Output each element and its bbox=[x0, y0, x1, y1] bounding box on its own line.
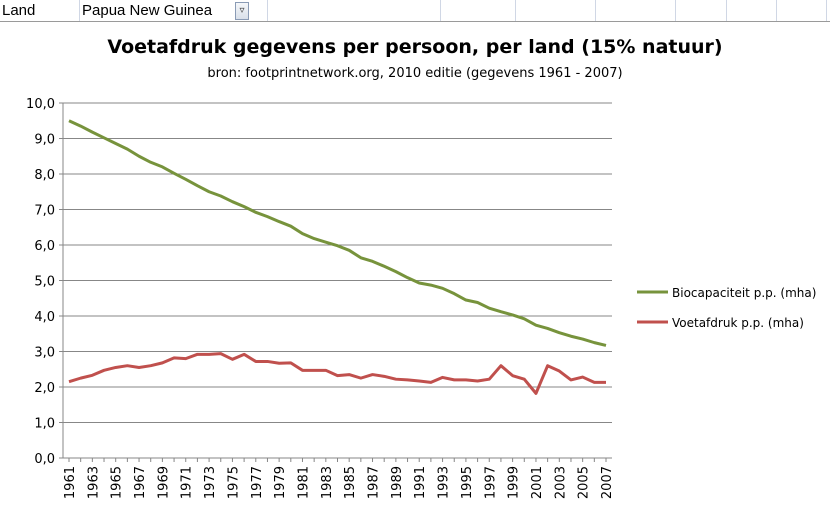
x-tick-label: 1993 bbox=[437, 466, 452, 499]
x-tick-label: 2007 bbox=[600, 466, 615, 499]
x-tick-label: 1971 bbox=[180, 466, 195, 499]
x-tick-label: 1975 bbox=[226, 466, 241, 499]
x-tick-label: 1981 bbox=[296, 466, 311, 499]
chart-title: Voetafdruk gegevens per persoon, per lan… bbox=[107, 36, 723, 58]
y-tick-label: 2,0 bbox=[34, 381, 55, 396]
y-tick-label: 1,0 bbox=[34, 417, 55, 432]
y-tick-label: 10,0 bbox=[26, 97, 55, 112]
x-tick-label: 1967 bbox=[133, 466, 148, 499]
y-tick-label: 7,0 bbox=[34, 204, 55, 219]
x-tick-label: 1969 bbox=[156, 466, 171, 499]
empty-cell bbox=[596, 0, 676, 21]
empty-cell bbox=[516, 0, 596, 21]
x-tick-label: 2001 bbox=[530, 466, 545, 499]
empty-cell bbox=[777, 0, 827, 21]
x-tick-label: 1989 bbox=[390, 466, 405, 499]
chart-subtitle: bron: footprintnetwork.org, 2010 editie … bbox=[207, 66, 623, 81]
series-line-voetafdruk bbox=[68, 352, 606, 395]
x-tick-label: 1995 bbox=[460, 466, 475, 499]
sheet-header-row: Land Papua New Guinea ▿ bbox=[0, 0, 830, 22]
x-tick-label: 1985 bbox=[343, 466, 358, 499]
land-label-cell: Land bbox=[0, 0, 80, 21]
x-tick-label: 1973 bbox=[203, 466, 218, 499]
y-tick-label: 4,0 bbox=[34, 310, 55, 325]
x-tick-label: 1965 bbox=[110, 466, 125, 499]
land-select-cell[interactable]: Papua New Guinea ▿ bbox=[80, 0, 268, 21]
x-tick-label: 2005 bbox=[577, 466, 592, 499]
x-tick-label: 1963 bbox=[86, 466, 101, 499]
y-tick-label: 3,0 bbox=[34, 346, 55, 361]
legend-label: Voetafdruk p.p. (mha) bbox=[672, 316, 804, 330]
series-line-biocapaciteit bbox=[68, 119, 607, 347]
x-tick-label: 1997 bbox=[483, 466, 498, 499]
x-tick-label: 1977 bbox=[250, 466, 265, 499]
filter-dropdown-icon[interactable]: ▿ bbox=[235, 2, 249, 20]
y-tick-label: 5,0 bbox=[34, 275, 55, 290]
y-tick-label: 9,0 bbox=[34, 133, 55, 148]
empty-cell bbox=[727, 0, 777, 21]
empty-cell bbox=[268, 0, 441, 21]
x-tick-label: 1999 bbox=[507, 466, 522, 499]
x-tick-label: 2003 bbox=[553, 466, 568, 499]
land-value: Papua New Guinea bbox=[82, 2, 213, 19]
y-tick-label: 8,0 bbox=[34, 168, 55, 183]
x-tick-label: 1987 bbox=[367, 466, 382, 499]
legend-label: Biocapaciteit p.p. (mha) bbox=[672, 286, 816, 300]
y-tick-label: 6,0 bbox=[34, 239, 55, 254]
x-tick-label: 1961 bbox=[63, 466, 78, 499]
y-tick-label: 0,0 bbox=[34, 452, 55, 467]
x-tick-label: 1979 bbox=[273, 466, 288, 499]
x-tick-label: 1991 bbox=[413, 466, 428, 499]
x-tick-label: 1983 bbox=[320, 466, 335, 499]
empty-cell bbox=[676, 0, 727, 21]
empty-cell bbox=[441, 0, 516, 21]
